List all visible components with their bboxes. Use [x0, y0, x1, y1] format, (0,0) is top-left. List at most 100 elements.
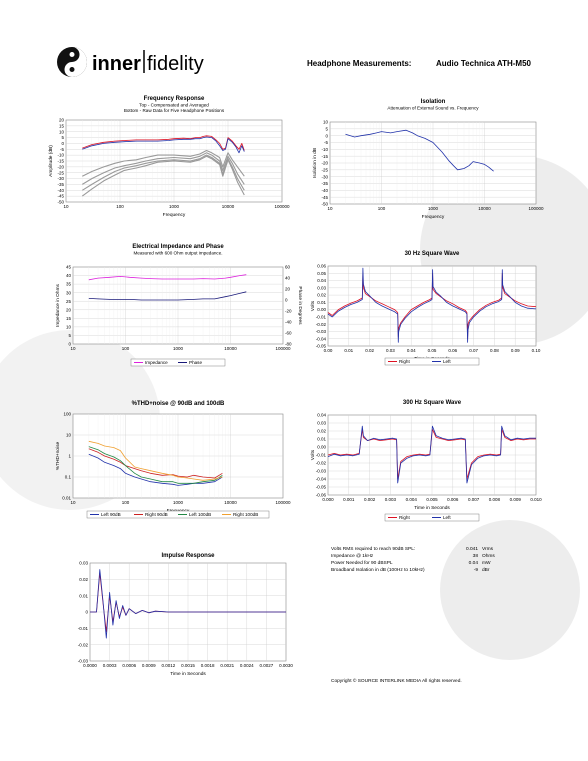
- y-tick-label: -50: [57, 200, 64, 205]
- y-tick-label: -0.01: [78, 626, 89, 631]
- y-tick-label: -45: [321, 195, 328, 200]
- x-tick-label: 10000: [224, 346, 237, 351]
- y-tick-label: -0.02: [316, 461, 327, 466]
- x-tick-label: 0.0027: [260, 663, 274, 668]
- y-tick-label: -0.04: [316, 477, 327, 482]
- x-axis-label: Time in Seconds: [170, 671, 206, 677]
- y-tick-label: 0.03: [317, 285, 326, 290]
- x-tick-label: 10: [70, 500, 76, 505]
- x-tick-label: 0.009: [510, 497, 522, 502]
- series-line: [327, 425, 536, 484]
- y-tick-label: 40: [66, 273, 72, 278]
- x-tick-label: 0.002: [364, 497, 376, 502]
- y-axis-label: Volts: [310, 300, 316, 311]
- y-axis-label: %THD+noise: [55, 441, 61, 470]
- y-tick-label: 0.01: [62, 496, 71, 501]
- y-tick-label: -0.06: [316, 493, 327, 498]
- x-tick-label: 0.0018: [201, 663, 215, 668]
- x-tick-label: 0.0000: [83, 663, 97, 668]
- chart-title: Isolation: [421, 99, 446, 105]
- chart-subtitle: Top - Compensated and Averaged: [139, 103, 209, 108]
- y-tick-label: -0.01: [316, 453, 327, 458]
- x-tick-label: 10: [327, 206, 333, 211]
- y-tick-label: 10: [59, 129, 65, 134]
- stat-value: 38: [473, 553, 479, 559]
- x-tick-label: 0.008: [489, 497, 501, 502]
- series-line: [345, 129, 494, 172]
- series-line: [81, 155, 245, 197]
- x-tick-label: 0.0024: [240, 663, 254, 668]
- y-tick-label: 15: [66, 316, 72, 321]
- y2-tick-label: -40: [285, 320, 292, 325]
- legend-label: Left 100dB: [189, 512, 211, 517]
- y-tick-label: 100: [63, 412, 71, 417]
- x-tick-label: 0.0003: [103, 663, 117, 668]
- y-axis-label: Isolation in dB: [312, 148, 318, 178]
- x-tick-label: 10000: [478, 206, 491, 211]
- chart-title: 300 Hz Square Wave: [403, 400, 462, 406]
- chart-title: Frequency Response: [144, 96, 205, 102]
- x-tick-label: 0.09: [511, 348, 520, 353]
- series-line: [82, 154, 245, 191]
- stat-label: Impedance @ 1kHz: [331, 553, 374, 559]
- series-line: [88, 446, 223, 484]
- series-line: [82, 152, 245, 185]
- y-tick-label: -0.02: [316, 322, 327, 327]
- y-tick-label: -15: [57, 159, 64, 164]
- y-tick-label: 0.04: [317, 413, 326, 418]
- stat-label: Volts RMS required to reach 90dB SPL:: [331, 546, 415, 552]
- y-axis-label: Amplitude (dB): [48, 145, 54, 177]
- y-tick-label: 0.03: [79, 561, 88, 566]
- x-tick-label: 0.10: [532, 348, 541, 353]
- x-tick-label: 0.003: [385, 497, 397, 502]
- y-tick-label: -25: [57, 170, 64, 175]
- stat-value: 0.04: [469, 560, 479, 566]
- x-tick-label: 0.03: [386, 348, 395, 353]
- logo: inner fidelity: [57, 47, 204, 77]
- y-tick-label: 1: [68, 454, 71, 459]
- y-tick-label: 10: [66, 433, 72, 438]
- x-tick-label: 0.007: [468, 497, 480, 502]
- legend-label: Left: [443, 359, 451, 364]
- x-tick-label: 100: [122, 346, 130, 351]
- y-tick-label: -25: [321, 167, 328, 172]
- x-tick-label: 100000: [528, 206, 544, 211]
- y-tick-label: 5: [61, 135, 64, 140]
- y-tick-label: 0.01: [79, 593, 88, 598]
- x-tick-label: 10000: [222, 204, 235, 209]
- legend-label: Right 100dB: [233, 512, 258, 517]
- x-tick-label: 0.004: [406, 497, 418, 502]
- y-tick-label: 20: [66, 307, 72, 312]
- x-tick-label: 0.005: [426, 497, 438, 502]
- x-tick-label: 0.01: [344, 348, 353, 353]
- series-line: [88, 453, 223, 486]
- chart-subtitle: Bottom - Raw Data for Five Headphone Pos…: [124, 108, 225, 113]
- x-tick-label: 0.05: [428, 348, 437, 353]
- thd-noise-chart: %THD+noise @ 90dB and 100dB 100 10 1 0.1 0.01…: [55, 401, 291, 519]
- x-tick-label: 100000: [274, 204, 290, 209]
- y-tick-label: 0: [85, 610, 88, 615]
- y-axis-label: Impedance in Ohms: [55, 283, 61, 327]
- x-tick-label: 10: [63, 204, 69, 209]
- y-tick-label: 0.02: [317, 429, 326, 434]
- series-line: [82, 136, 245, 154]
- y-axis-label: Volts: [310, 449, 316, 460]
- chart-title: %THD+noise @ 90dB and 100dB: [132, 401, 225, 407]
- y-tick-label: 5: [325, 126, 328, 131]
- x-tick-label: 0.0012: [162, 663, 176, 668]
- stat-label: Broadband Isolation in dB (100Hz to 10kH…: [331, 567, 425, 573]
- y-tick-label: -35: [57, 182, 64, 187]
- y-tick-label: -40: [57, 188, 64, 193]
- x-tick-label: 1000: [173, 346, 184, 351]
- x-tick-label: 100000: [275, 500, 291, 505]
- chart-title: Impulse Response: [161, 553, 215, 559]
- x-tick-label: 0.0021: [220, 663, 234, 668]
- chart-title: 30 Hz Square Wave: [405, 251, 460, 257]
- y-tick-label: -0.03: [316, 329, 327, 334]
- legend-label: Phase: [189, 360, 202, 365]
- x-axis-label: Frequency: [422, 214, 445, 220]
- y-tick-label: 20: [59, 118, 65, 123]
- y-tick-label: -30: [321, 174, 328, 179]
- x-tick-label: 0.0006: [122, 663, 136, 668]
